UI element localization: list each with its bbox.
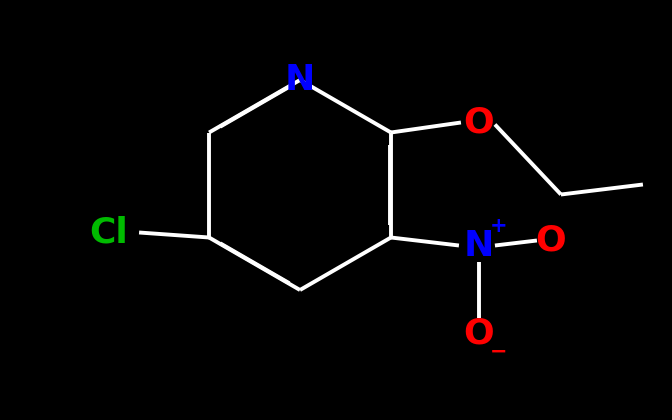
Text: Cl: Cl (89, 215, 128, 249)
Text: −: − (490, 341, 507, 362)
Text: N: N (285, 63, 315, 97)
Text: O: O (464, 317, 495, 351)
Text: N: N (464, 228, 494, 262)
Text: O: O (536, 223, 566, 257)
Text: +: + (490, 215, 508, 236)
Text: O: O (464, 105, 495, 139)
